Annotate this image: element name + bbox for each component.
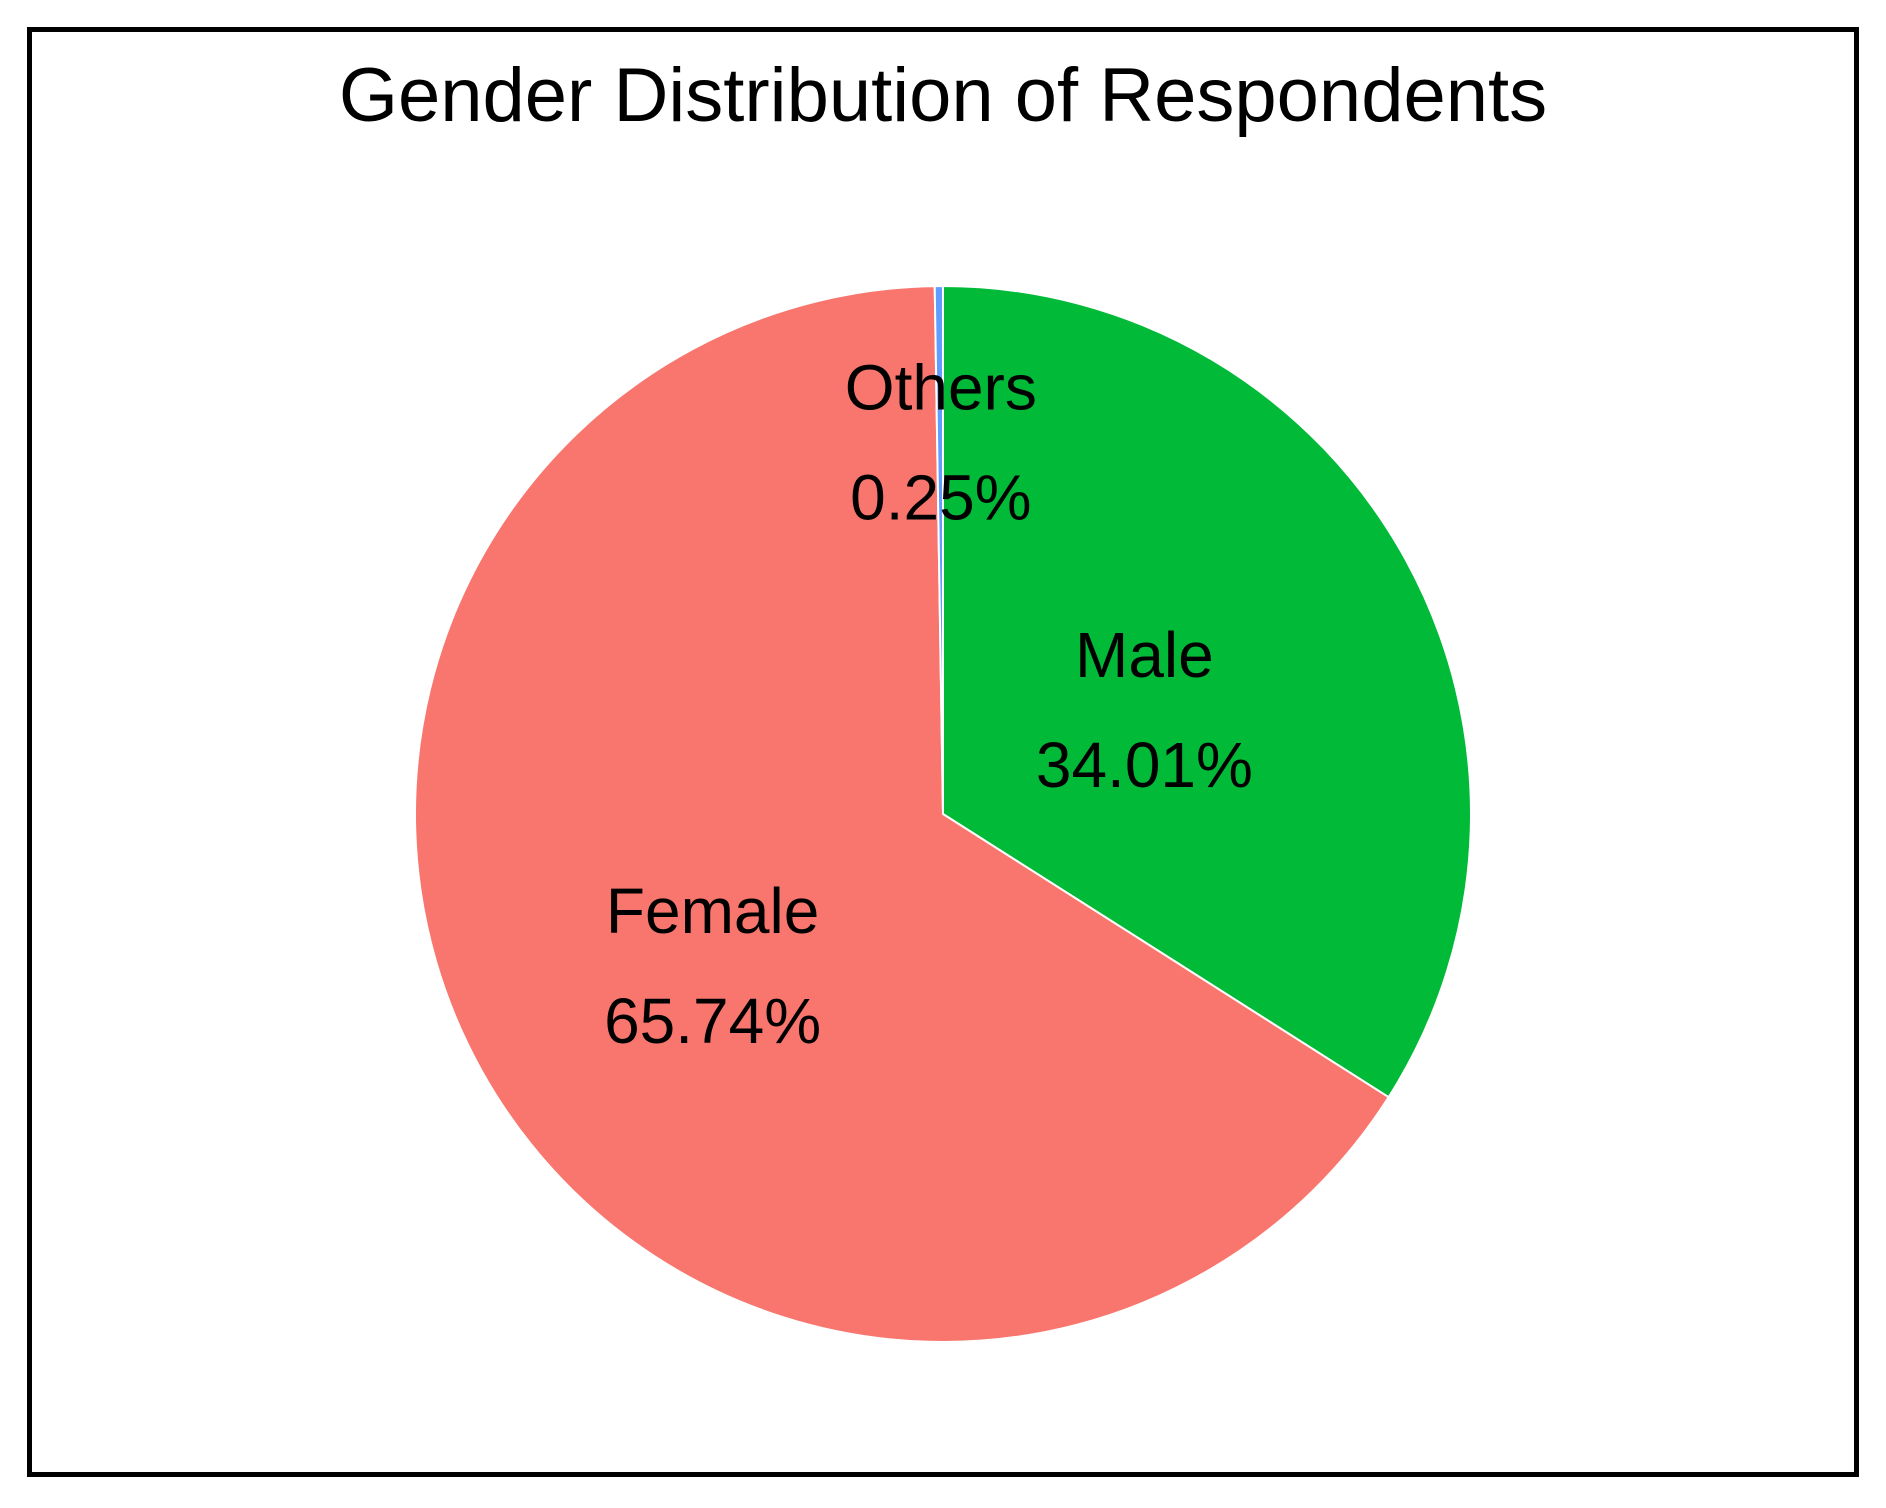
slice-percent-others: 0.25% [850, 461, 1031, 533]
pie-slice-others [933, 284, 944, 815]
slice-label-female: Female [606, 875, 819, 947]
slice-percent-female: 65.74% [604, 985, 821, 1057]
pie-slice-male [942, 284, 1472, 1099]
pie-slice-female [414, 285, 1391, 1343]
slice-label-others: Others [845, 351, 1037, 423]
chart-title: Gender Distribution of Respondents [338, 53, 1548, 138]
slice-percent-male: 34.01% [1036, 729, 1253, 801]
slice-label-male: Male [1075, 619, 1214, 691]
